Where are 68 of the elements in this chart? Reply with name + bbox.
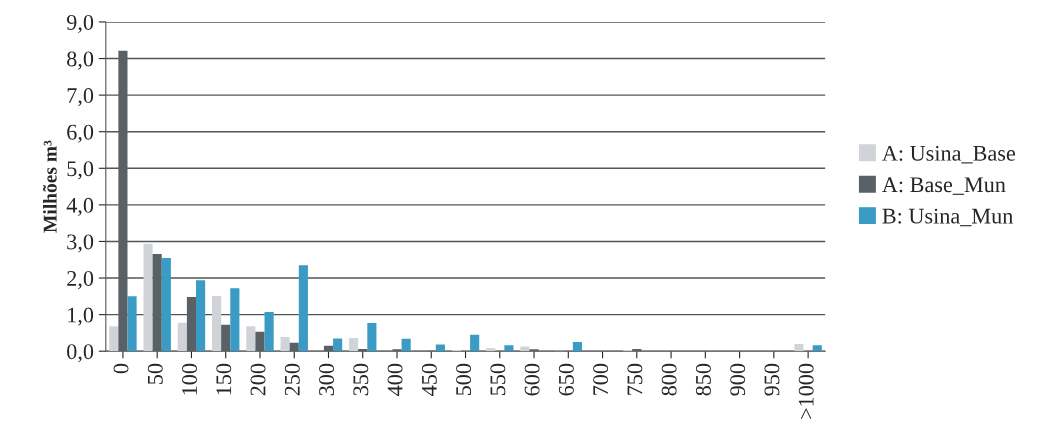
x-tick-label: 550	[490, 363, 506, 396]
x-tick-label: 450	[421, 363, 437, 396]
y-tick-label: 5,0	[67, 161, 94, 180]
bar	[333, 338, 343, 352]
bar	[196, 280, 206, 352]
bar	[367, 323, 377, 352]
bar	[298, 265, 308, 352]
y-tick-label: 7,0	[67, 88, 94, 107]
x-tick-label: 50	[147, 363, 163, 384]
bar	[504, 345, 514, 352]
x-tick-label: 400	[387, 363, 403, 396]
y-tick-label: 1,0	[68, 307, 94, 326]
y-tick-label: 6,0	[67, 124, 94, 143]
y-tick-label: 3,0	[67, 234, 94, 253]
bar	[127, 296, 137, 352]
bar	[246, 326, 256, 352]
bar	[794, 343, 804, 352]
x-tick-label: >1000	[798, 363, 814, 419]
bar	[280, 336, 290, 352]
legend-label: B: Usina_Mun	[882, 208, 1013, 227]
bar	[177, 322, 187, 352]
bar	[255, 331, 265, 352]
x-tick-label: 100	[182, 363, 198, 395]
x-tick-label: 300	[319, 363, 335, 396]
x-tick-label: 150	[216, 363, 232, 395]
bar	[230, 288, 240, 352]
x-tick-label: 600	[524, 363, 540, 396]
bar	[264, 312, 274, 352]
bar	[186, 297, 197, 352]
bar	[401, 338, 411, 352]
x-tick-label: 650	[558, 363, 574, 396]
x-tick-label: 0	[113, 363, 129, 374]
x-tick-label: 250	[284, 363, 300, 396]
bar	[212, 295, 222, 352]
bar	[572, 342, 582, 352]
bar	[221, 324, 231, 352]
legend-label: A: Usina_Base	[882, 145, 1016, 164]
y-tick-label: 0,0	[67, 344, 94, 363]
bar	[143, 243, 153, 352]
bar	[289, 342, 299, 352]
x-tick-label: 950	[764, 363, 780, 396]
bar	[632, 349, 642, 352]
bar	[161, 257, 171, 352]
x-tick-label: 200	[250, 363, 266, 396]
y-axis-title: Milhões m³	[42, 140, 57, 233]
bar	[486, 348, 496, 352]
x-tick-label: 350	[353, 363, 369, 396]
bar	[520, 346, 530, 352]
bar	[152, 253, 162, 352]
bar	[435, 344, 445, 352]
bar	[470, 334, 480, 352]
y-tick-label: 4,0	[66, 197, 94, 216]
x-tick-label: 500	[456, 363, 472, 396]
x-tick-label: 750	[627, 363, 643, 395]
x-tick-label: 900	[730, 363, 746, 396]
y-tick-label: 2,0	[67, 270, 94, 290]
bar	[118, 50, 128, 352]
x-tick-label: 850	[695, 363, 711, 396]
bar	[109, 326, 119, 352]
x-tick-label: 700	[593, 363, 609, 395]
y-tick-label: 8,0	[67, 51, 94, 70]
x-tick-label: 800	[661, 363, 677, 396]
y-tick-label: 9,0	[66, 14, 94, 34]
bar	[349, 338, 359, 352]
bar	[323, 345, 334, 352]
legend-label: A: Base_Mun	[882, 177, 1006, 195]
bar	[812, 345, 822, 352]
bar	[358, 349, 368, 352]
